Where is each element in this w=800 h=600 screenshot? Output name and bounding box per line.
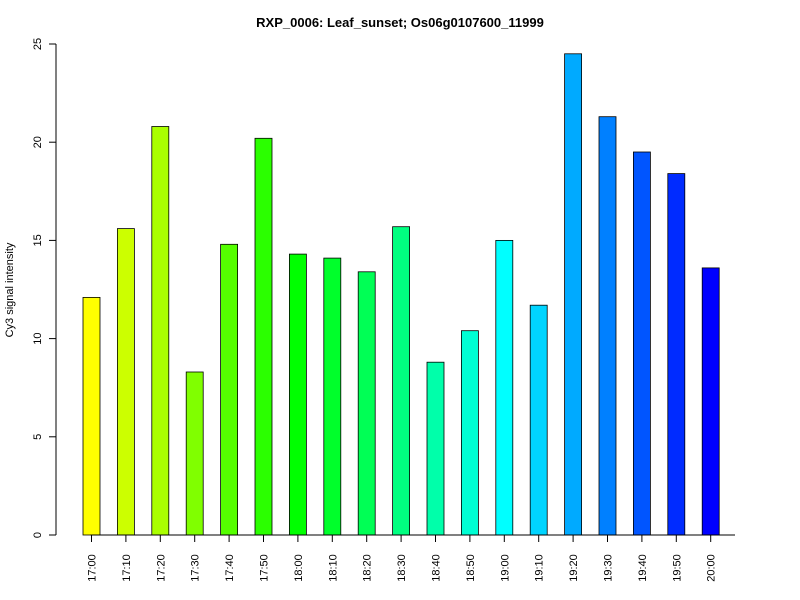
bar-17:30 (185, 371, 204, 536)
y-axis: 0 5 10 15 20 25 (32, 38, 57, 538)
x-tick-label: 17:00 (87, 554, 99, 582)
bar-18:40 (426, 361, 445, 536)
bar-19:30 (598, 116, 617, 536)
x-tick-label: 17:30 (190, 554, 202, 582)
y-axis-label: Cy3 signal intensity (4, 242, 16, 337)
bar-17:00 (82, 296, 101, 536)
x-tick-label: 17:20 (155, 554, 167, 582)
bar-19:50 (667, 173, 686, 536)
y-tick-label: 20 (32, 136, 44, 148)
x-tick-label: 17:40 (224, 554, 236, 582)
bar-18:00 (288, 253, 307, 536)
chart-title: RXP_0006: Leaf_sunset; Os06g0107600_1199… (256, 15, 544, 30)
y-tick-label: 15 (32, 234, 44, 246)
bars-group (82, 53, 720, 536)
bar-19:00 (495, 239, 514, 536)
x-tick-label: 18:50 (465, 554, 477, 582)
y-tick-label: 10 (32, 332, 44, 344)
x-tick-label: 18:40 (431, 554, 443, 582)
y-tick-label: 5 (32, 434, 44, 440)
x-tick-label: 20:00 (706, 554, 718, 582)
x-tick-label: 19:00 (499, 554, 511, 582)
x-tick-label: 19:30 (603, 554, 615, 582)
bar-18:20 (357, 271, 376, 536)
x-tick-label: 19:10 (534, 554, 546, 582)
bar-18:10 (323, 257, 342, 536)
bar-17:10 (117, 228, 135, 536)
x-tick-label: 18:10 (327, 554, 339, 582)
bar-17:40 (220, 243, 239, 536)
bar-17:20 (151, 126, 170, 536)
x-tick-label: 19:50 (671, 554, 683, 582)
x-tick-label: 17:50 (259, 554, 271, 582)
x-axis: 17:00 17:10 17:20 17:30 17:40 17:50 18:00 18:10… (87, 534, 735, 582)
bar-19:20 (564, 53, 582, 536)
bar-18:50 (460, 330, 479, 536)
x-tick-label: 19:20 (568, 554, 580, 582)
bar-20:00 (701, 267, 720, 536)
x-tick-label: 18:20 (362, 554, 374, 582)
bar-17:50 (254, 137, 273, 536)
y-tick-label: 0 (32, 532, 44, 538)
x-tick-label: 18:00 (293, 554, 305, 582)
x-tick-label: 19:40 (637, 554, 649, 582)
bar-19:10 (529, 304, 548, 536)
x-tick-label: 17:10 (121, 554, 133, 582)
bar-19:40 (633, 151, 651, 536)
y-tick-label: 25 (32, 38, 44, 50)
x-tick-label: 18:30 (396, 554, 408, 582)
bar-18:30 (392, 226, 411, 536)
